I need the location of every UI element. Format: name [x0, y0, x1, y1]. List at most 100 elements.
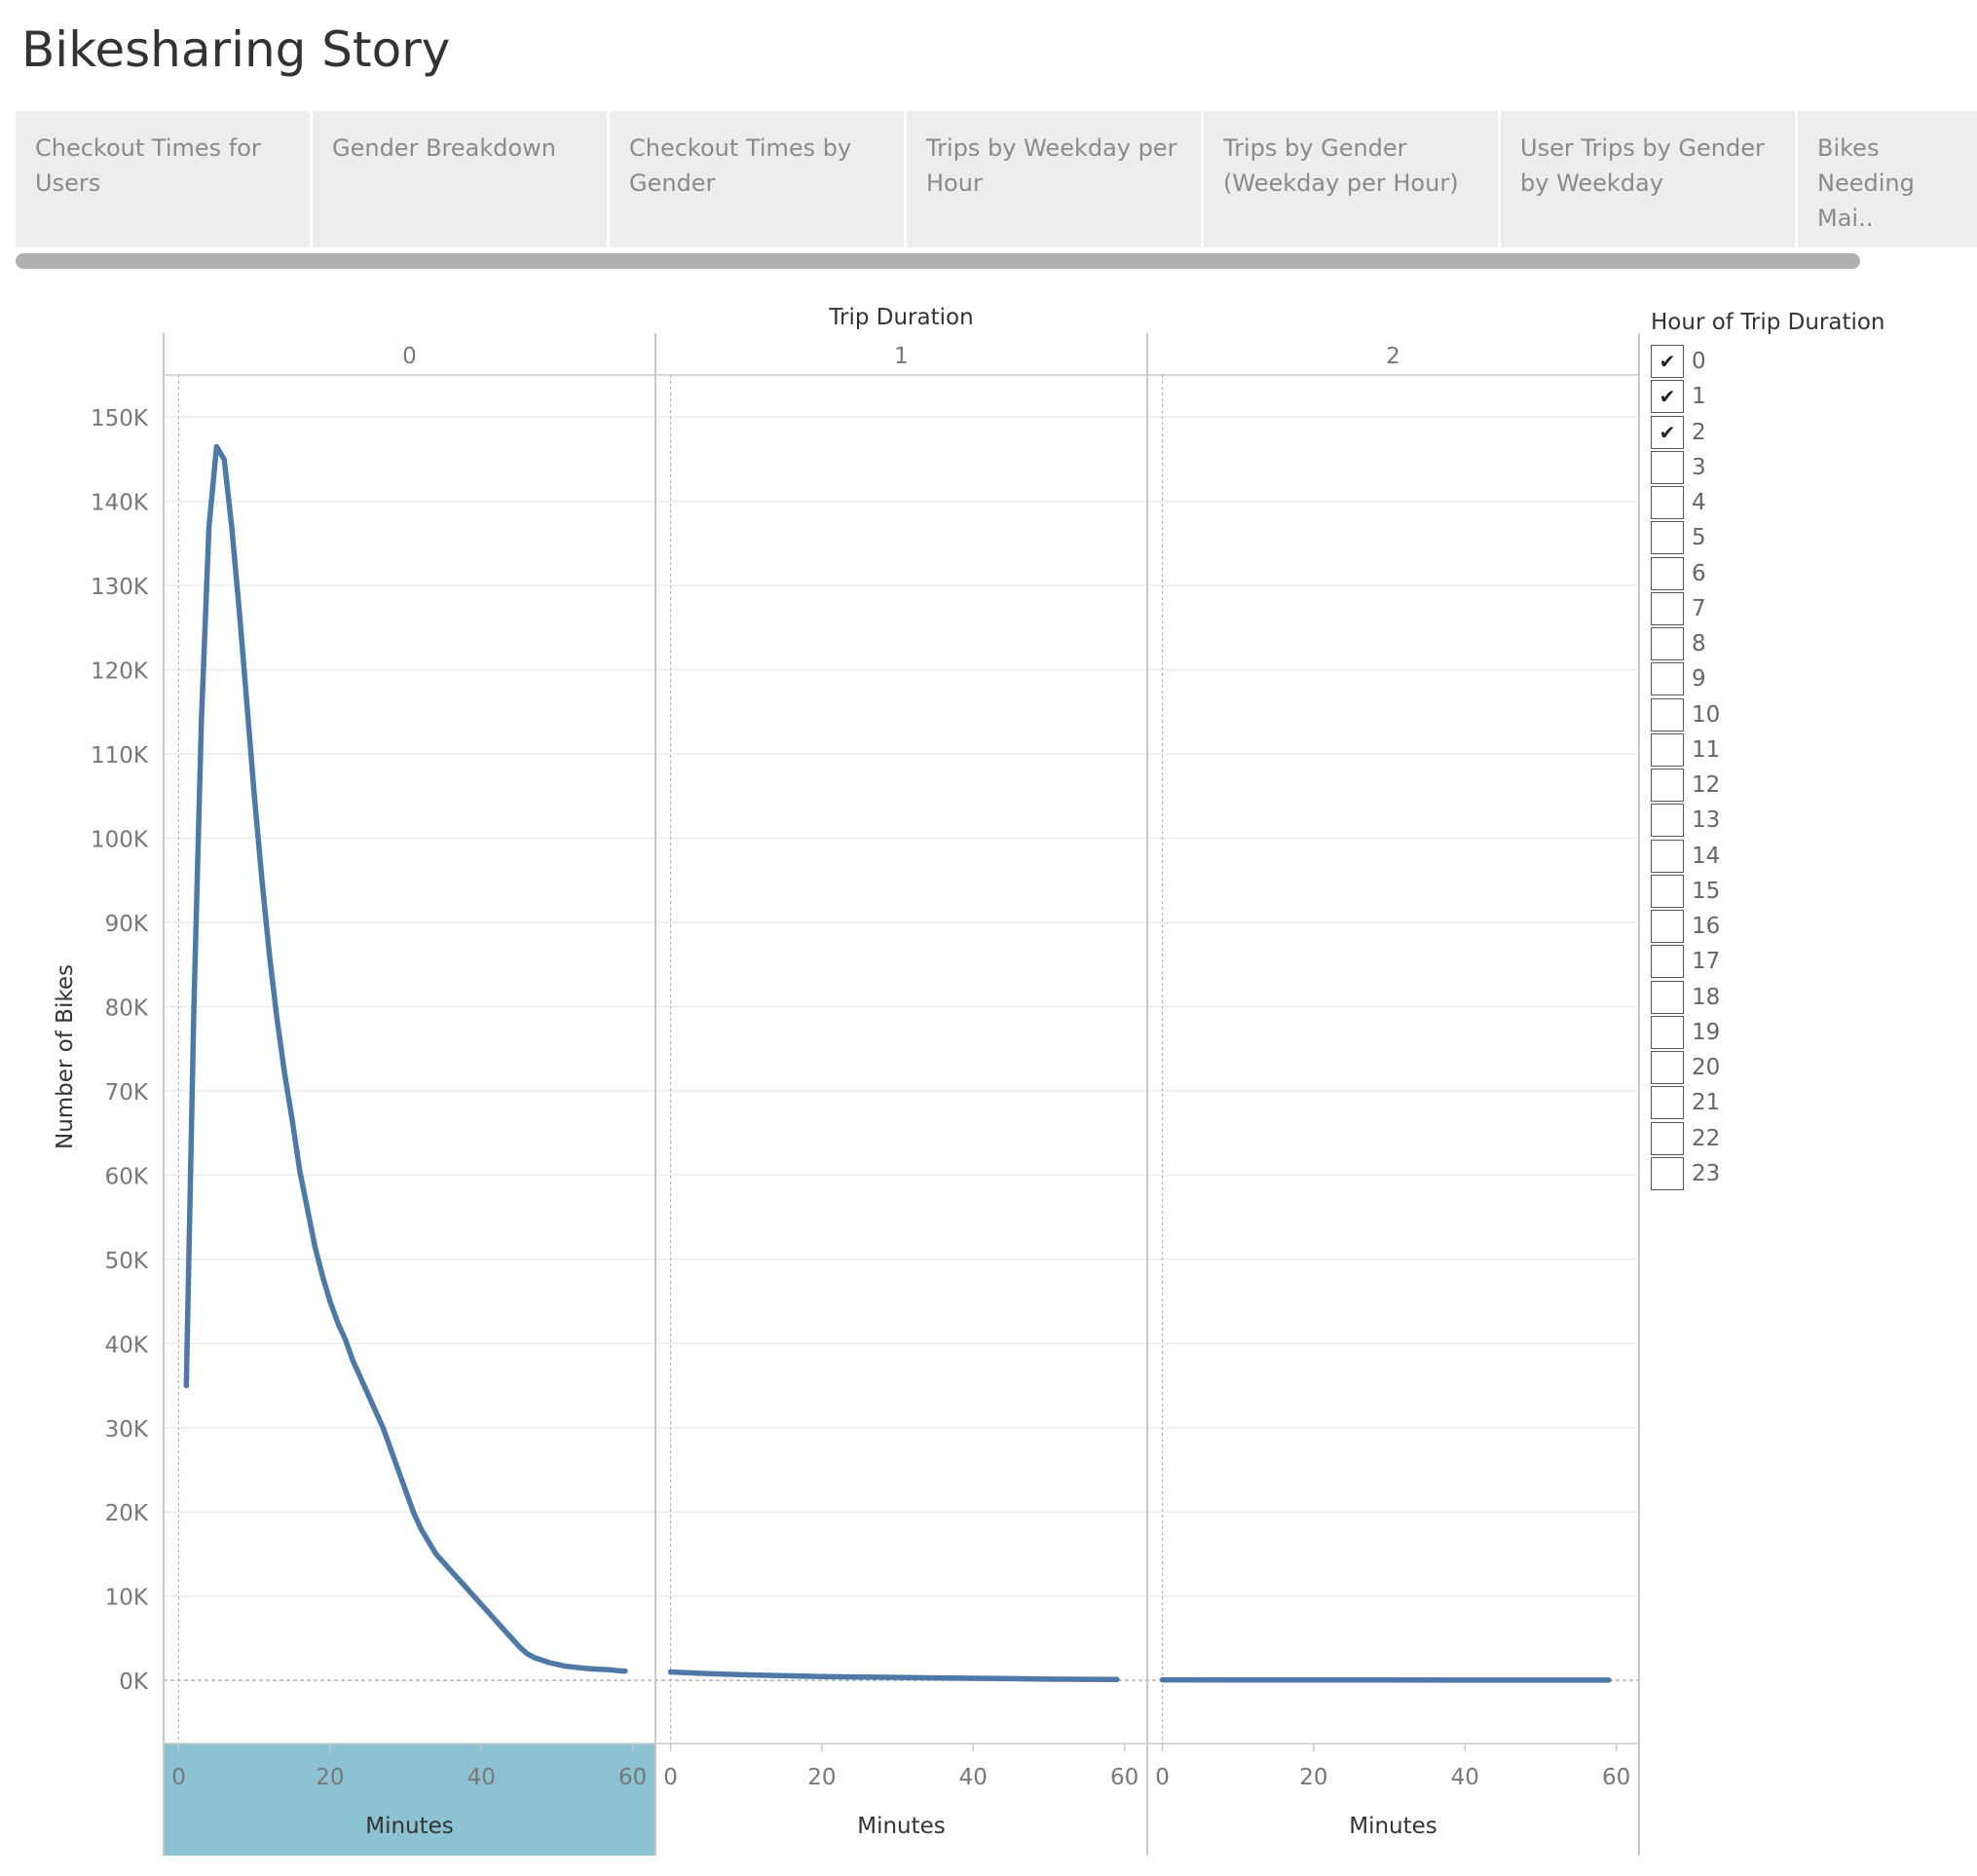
- y-tick-label: 90K: [105, 912, 149, 937]
- tab-user-trips-by-gender-by-weekday[interactable]: User Trips by Gender by Weekday: [1501, 111, 1795, 247]
- panel-header: 2: [1386, 344, 1400, 369]
- legend-item-label: 20: [1692, 1055, 1721, 1080]
- tab-checkout-times-by-gender[interactable]: Checkout Times by Gender: [610, 111, 904, 247]
- legend-item-hour-21[interactable]: 21: [1651, 1086, 1768, 1121]
- y-tick-label: 130K: [91, 575, 149, 600]
- legend-item-hour-7[interactable]: 7: [1651, 591, 1768, 627]
- legend-item-hour-2[interactable]: ✔ 2: [1651, 415, 1768, 451]
- legend-item-label: 9: [1692, 666, 1706, 693]
- series-line-panel-1: [667, 1669, 1120, 1683]
- legend-item-hour-17[interactable]: 17: [1651, 945, 1768, 980]
- checkbox-unchecked[interactable]: [1651, 627, 1684, 660]
- column-header-title: Trip Duration: [828, 305, 973, 330]
- legend-item-label: 4: [1692, 490, 1706, 515]
- legend-item-label: 19: [1692, 1019, 1721, 1045]
- checkbox-unchecked[interactable]: [1651, 945, 1684, 979]
- x-tick-label: 20: [807, 1765, 836, 1790]
- y-axis-label: Number of Bikes: [53, 964, 78, 1149]
- tab-checkout-times-for-users[interactable]: Checkout Times for Users: [16, 111, 310, 247]
- x-axis-label: Minutes: [365, 1814, 454, 1839]
- legend-item-hour-19[interactable]: 19: [1651, 1015, 1768, 1051]
- tab-gender-breakdown[interactable]: Gender Breakdown: [313, 111, 607, 247]
- y-tick-label: 40K: [105, 1332, 149, 1358]
- checkbox-unchecked[interactable]: [1651, 732, 1684, 767]
- checkbox-unchecked[interactable]: [1651, 769, 1684, 802]
- y-tick-label: 70K: [105, 1080, 149, 1106]
- panel-header: 0: [402, 344, 417, 369]
- y-tick-label: 50K: [105, 1249, 149, 1274]
- legend-item-hour-18[interactable]: 18: [1651, 980, 1768, 1016]
- legend-item-label: 10: [1692, 701, 1721, 728]
- y-tick-label: 110K: [91, 743, 149, 769]
- checkbox-unchecked[interactable]: [1651, 980, 1684, 1014]
- checkbox-unchecked[interactable]: [1651, 1086, 1684, 1120]
- legend-item-hour-1[interactable]: ✔ 1: [1651, 380, 1768, 415]
- checkbox-unchecked[interactable]: [1651, 662, 1684, 696]
- checkbox-unchecked[interactable]: [1651, 839, 1684, 873]
- legend-item-hour-11[interactable]: 11: [1651, 732, 1768, 769]
- series-line-panel-0: [183, 443, 628, 1674]
- legend-item-label: 2: [1692, 419, 1706, 445]
- tab-trips-by-weekday-per-hour[interactable]: Trips by Weekday per Hour: [907, 111, 1201, 247]
- legend-item-label: 1: [1692, 384, 1706, 410]
- checkbox-unchecked[interactable]: [1651, 556, 1684, 590]
- legend-item-hour-5[interactable]: 5: [1651, 521, 1768, 556]
- x-tick-label: 60: [1110, 1765, 1138, 1790]
- y-tick-label: 150K: [91, 406, 149, 431]
- checkbox-unchecked[interactable]: [1651, 910, 1684, 943]
- checkbox-unchecked[interactable]: [1651, 450, 1684, 484]
- y-tick-label: 80K: [105, 995, 149, 1021]
- legend-item-hour-3[interactable]: 3: [1651, 450, 1768, 486]
- legend-item-hour-15[interactable]: 15: [1651, 874, 1768, 910]
- legend-item-hour-12[interactable]: 12: [1651, 769, 1768, 804]
- checkbox-unchecked[interactable]: [1651, 1051, 1684, 1084]
- legend-item-hour-22[interactable]: 22: [1651, 1121, 1768, 1157]
- legend-item-hour-10[interactable]: 10: [1651, 697, 1768, 733]
- legend-item-hour-4[interactable]: 4: [1651, 486, 1768, 521]
- x-tick-label: 40: [959, 1765, 988, 1790]
- legend-item-label: 12: [1692, 772, 1721, 798]
- y-tick-label: 20K: [105, 1501, 149, 1526]
- checkbox-unchecked[interactable]: [1651, 874, 1684, 908]
- x-tick-label: 60: [1602, 1765, 1630, 1790]
- checkbox-unchecked[interactable]: [1651, 697, 1684, 732]
- page-title: Bikesharing Story: [21, 21, 451, 78]
- checkmark-icon: ✔: [1659, 385, 1676, 409]
- legend-item-hour-20[interactable]: 20: [1651, 1051, 1768, 1086]
- checkbox-unchecked[interactable]: [1651, 804, 1684, 838]
- legend-item-hour-6[interactable]: 6: [1651, 556, 1768, 592]
- legend-item-hour-16[interactable]: 16: [1651, 910, 1768, 945]
- tab-trips-by-gender-weekday-per-hour[interactable]: Trips by Gender (Weekday per Hour): [1204, 111, 1498, 247]
- legend-item-label: 13: [1692, 807, 1721, 834]
- legend-item-hour-14[interactable]: 14: [1651, 839, 1768, 875]
- checkbox-unchecked[interactable]: [1651, 521, 1684, 555]
- checkbox-unchecked[interactable]: [1651, 591, 1684, 625]
- legend-item-hour-23[interactable]: 23: [1651, 1156, 1768, 1192]
- checkbox-unchecked[interactable]: [1651, 1121, 1684, 1155]
- legend-item-label: 3: [1692, 454, 1706, 480]
- x-tick-label: 40: [467, 1765, 496, 1790]
- legend-item-label: 0: [1692, 349, 1706, 374]
- legend-item-label: 18: [1692, 984, 1721, 1010]
- tab-bikes-needing-maintenance[interactable]: Bikes Needing Mai..: [1798, 111, 1977, 247]
- tabs-scrollbar[interactable]: [16, 253, 1860, 269]
- checkbox-checked[interactable]: ✔: [1651, 345, 1684, 378]
- checkmark-icon: ✔: [1659, 350, 1676, 373]
- panel-header: 1: [894, 344, 909, 369]
- checkbox-checked[interactable]: ✔: [1651, 415, 1684, 449]
- checkmark-icon: ✔: [1659, 420, 1676, 444]
- legend-item-hour-13[interactable]: 13: [1651, 804, 1768, 839]
- y-tick-label: 60K: [105, 1164, 149, 1189]
- legend-item-label: 8: [1692, 631, 1706, 657]
- checkbox-checked[interactable]: ✔: [1651, 380, 1684, 414]
- x-tick-label: 20: [316, 1765, 344, 1790]
- legend-item-hour-8[interactable]: 8: [1651, 627, 1768, 662]
- story-tabs: Checkout Times for Users Gender Breakdow…: [16, 111, 1977, 247]
- legend-item-hour-9[interactable]: 9: [1651, 662, 1768, 697]
- checkbox-unchecked[interactable]: [1651, 486, 1684, 519]
- checkbox-unchecked[interactable]: [1651, 1156, 1684, 1190]
- checkbox-unchecked[interactable]: [1651, 1015, 1684, 1049]
- legend-item-hour-0[interactable]: ✔ 0: [1651, 345, 1768, 380]
- selected-axis-highlight: [164, 1744, 655, 1856]
- legend-item-label: 14: [1692, 843, 1721, 869]
